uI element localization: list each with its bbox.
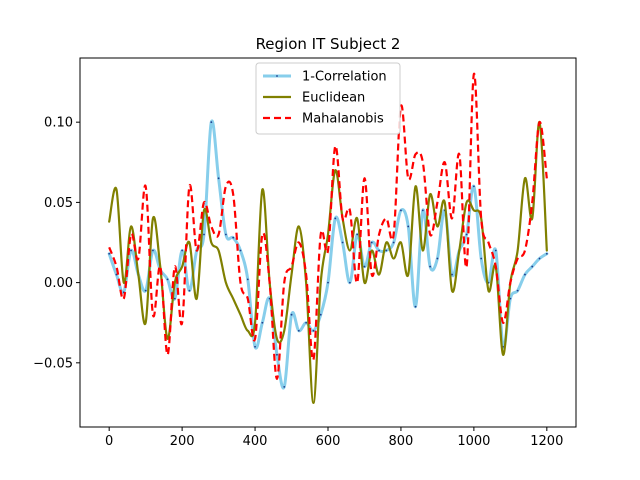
x-axis: 0 200 400 600 800 1000 1200	[105, 427, 563, 449]
series-point-1-correlation	[152, 249, 154, 252]
series-point-1-correlation	[203, 233, 205, 236]
series-point-1-correlation	[305, 321, 308, 324]
y-tick-label: 0.10	[44, 116, 73, 131]
series-point-1-correlation	[217, 177, 220, 180]
series-point-1-correlation	[516, 289, 519, 292]
x-tick-label: 1200	[530, 434, 563, 449]
series-point-1-correlation	[166, 278, 169, 281]
series-line-1-correlation	[107, 119, 549, 390]
series-point-1-correlation	[268, 297, 271, 300]
series-point-1-correlation	[181, 249, 184, 252]
y-tick-label: −0.05	[33, 356, 73, 371]
series-point-1-correlation	[436, 257, 439, 260]
y-axis: −0.05 0.00 0.05 0.10	[33, 116, 80, 371]
series-point-1-correlation	[246, 278, 249, 281]
series-point-1-correlation	[188, 289, 191, 292]
series-point-1-correlation	[531, 265, 534, 268]
series-point-1-correlation	[232, 236, 235, 239]
series-point-1-correlation	[524, 273, 526, 276]
series-point-1-correlation	[400, 209, 402, 212]
series-point-1-correlation	[210, 121, 213, 124]
series-point-1-correlation	[224, 233, 227, 236]
series-point-1-correlation	[392, 241, 395, 244]
series-point-1-correlation	[494, 249, 497, 252]
series-point-1-correlation	[407, 225, 410, 228]
series-point-1-correlation	[348, 281, 351, 284]
series-point-1-correlation	[283, 385, 286, 388]
legend-marker	[276, 75, 278, 77]
series-point-1-correlation	[465, 233, 468, 236]
series-point-1-correlation	[356, 233, 359, 236]
series-point-1-correlation	[276, 353, 278, 356]
x-tick-label: 400	[243, 434, 268, 449]
x-tick-label: 200	[170, 434, 195, 449]
series-point-1-correlation	[261, 321, 264, 324]
series-point-1-correlation	[297, 329, 300, 332]
series-point-1-correlation	[378, 249, 380, 252]
series-point-1-correlation	[334, 217, 337, 220]
series-point-1-correlation	[173, 297, 176, 300]
series-point-1-correlation	[472, 185, 475, 188]
x-tick-label: 0	[105, 434, 113, 449]
chart-title: Region IT Subject 2	[256, 35, 401, 53]
series-point-1-correlation	[312, 329, 315, 332]
series-point-1-correlation	[545, 252, 548, 255]
legend: 1-Correlation Euclidean Mahalanobis	[255, 62, 401, 135]
series-line-mahalanobis	[108, 72, 548, 380]
series-point-1-correlation	[319, 313, 322, 316]
series-point-1-correlation	[341, 241, 344, 244]
series-point-1-correlation	[239, 249, 242, 252]
y-tick-label: 0.05	[44, 196, 73, 211]
series-point-1-correlation	[130, 249, 132, 252]
series-point-1-correlation	[363, 265, 366, 268]
series-point-1-correlation	[385, 249, 388, 252]
series-point-1-correlation	[370, 241, 373, 244]
legend-box	[255, 62, 401, 135]
legend-label-1-correlation: 1-Correlation	[302, 70, 387, 85]
series-point-1-correlation	[327, 281, 329, 284]
y-tick-label: 0.00	[44, 276, 73, 291]
plot-area	[107, 72, 549, 405]
series-point-1-correlation	[108, 252, 111, 255]
series-point-1-correlation	[451, 273, 453, 276]
series-point-1-correlation	[144, 289, 147, 292]
series-point-1-correlation	[429, 265, 432, 268]
series-point-1-correlation	[290, 313, 293, 316]
series-point-1-correlation	[254, 345, 256, 348]
series-point-1-correlation	[421, 209, 424, 212]
x-tick-label: 800	[389, 434, 414, 449]
series-point-1-correlation	[414, 305, 417, 308]
x-tick-label: 1000	[457, 434, 490, 449]
legend-label-euclidean: Euclidean	[302, 91, 365, 106]
series-point-1-correlation	[480, 257, 483, 260]
x-tick-label: 600	[316, 434, 341, 449]
legend-label-mahalanobis: Mahalanobis	[302, 112, 384, 127]
series-point-1-correlation	[538, 257, 541, 260]
